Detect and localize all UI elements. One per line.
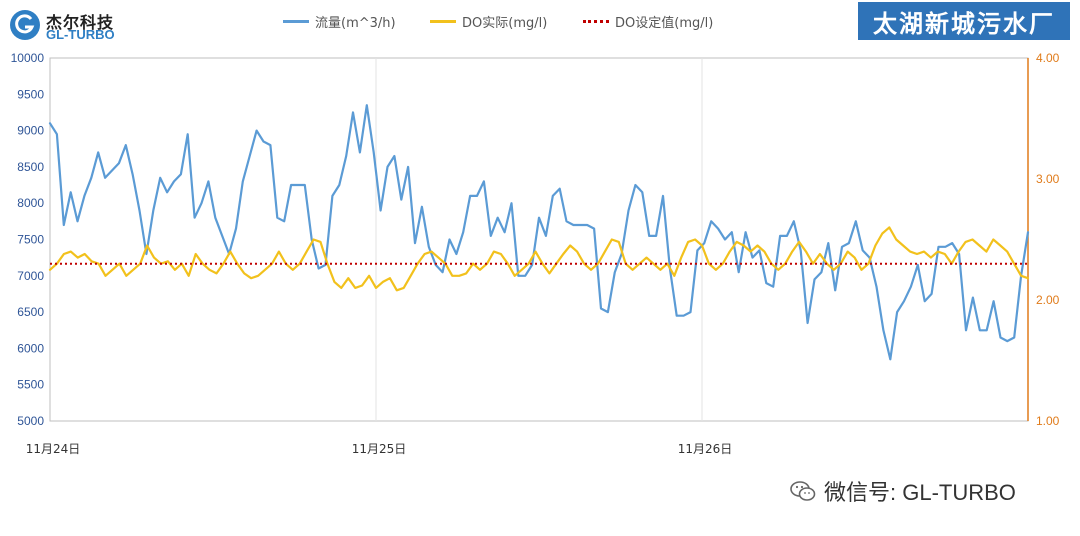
legend-swatch-do-actual [430,20,456,23]
left-axis-tick-label: 8000 [17,196,44,210]
do-actual-series-line [48,226,1030,292]
chart-series [48,104,1030,361]
legend-item-flow: 流量(m^3/h) [283,12,396,31]
x-axis-tick-label: 11月25日 [352,442,407,456]
legend-item-do-setpoint: DO设定值(mg/l) [583,12,713,31]
legend-label-do-actual: DO实际(mg/l) [462,16,548,31]
logo-g-icon [10,10,40,40]
left-axis-tick-label: 6000 [17,341,44,355]
right-axis-ticks: 1.00 2.00 3.00 4.00 [1036,51,1060,428]
right-axis-tick-label: 1.00 [1036,414,1060,428]
left-axis-tick-label: 9000 [17,124,44,138]
chart-grid [49,57,1029,422]
left-axis-tick-label: 7500 [17,233,44,247]
legend-swatch-flow [283,20,309,23]
left-axis-tick-label: 7000 [17,269,44,283]
right-axis-tick-label: 3.00 [1036,172,1060,186]
plot-area-border [49,57,1029,422]
wechat-id-text: 微信号: GL-TURBO [824,480,1016,505]
right-axis-tick-label: 4.00 [1036,51,1060,65]
legend-swatch-do-setpoint [583,20,609,23]
left-axis-tick-label: 6500 [17,305,44,319]
legend-item-do-actual: DO实际(mg/l) [430,12,547,31]
right-axis-tick-label: 2.00 [1036,293,1060,307]
x-axis-tick-label: 11月24日 [26,442,81,456]
plant-title: 太湖新城污水厂 [858,2,1070,40]
wechat-icon [790,481,816,501]
left-axis-tick-label: 5000 [17,414,44,428]
x-axis-ticks: 11月24日 11月25日 11月26日 [26,442,733,456]
left-axis-ticks: 5000 5500 6000 6500 7000 7500 8000 8500 9000 9500… [11,51,45,428]
x-axis-tick-label: 11月26日 [678,442,733,456]
wechat-watermark: 微信号: GL-TURBO [790,478,1016,505]
chart-legend: 流量(m^3/h) DO实际(mg/l) DO设定值(mg/l) [0,12,1080,32]
left-axis-tick-label: 8500 [17,160,44,174]
legend-label-flow: 流量(m^3/h) [315,16,396,31]
logo-chinese-name: 杰尔科技 [46,13,115,32]
logo-english-name: GL-TURBO [46,27,115,42]
legend-label-do-setpoint: DO设定值(mg/l) [615,16,714,31]
gl-turbo-logo: 杰尔科技 GL-TURBO [10,8,140,44]
left-axis-tick-label: 9500 [17,87,44,101]
left-axis-tick-label: 5500 [17,378,44,392]
flow-series-line [48,104,1030,361]
left-axis-tick-label: 10000 [11,51,45,65]
